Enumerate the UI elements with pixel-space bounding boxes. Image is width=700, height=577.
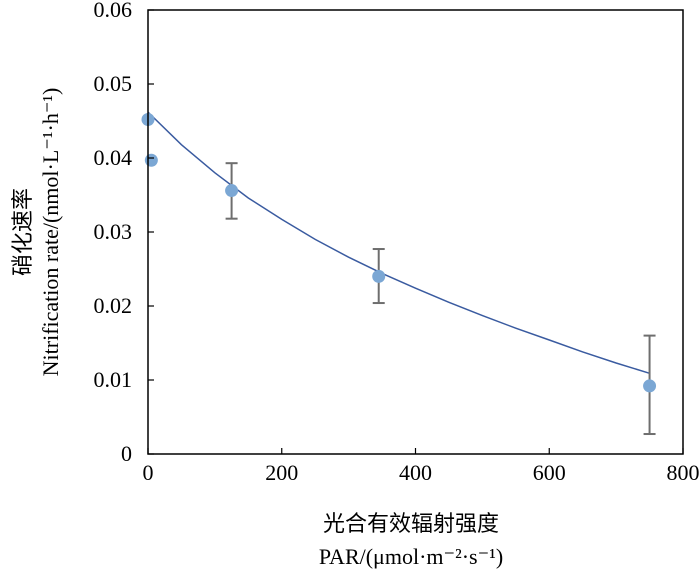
plot-frame bbox=[147, 9, 684, 455]
x-axis-title-en: PAR/(μmol·m⁻²·s⁻¹) bbox=[319, 544, 503, 569]
axes bbox=[147, 9, 684, 455]
data-point bbox=[225, 184, 239, 198]
x-tick-label: 0 bbox=[143, 460, 154, 485]
y-tick-label: 0.04 bbox=[94, 145, 133, 170]
plot-area bbox=[141, 111, 657, 436]
x-tick-label: 800 bbox=[667, 460, 700, 485]
data-point bbox=[144, 153, 158, 167]
fit-curve bbox=[147, 111, 650, 375]
x-tick-label: 600 bbox=[533, 460, 566, 485]
data-point bbox=[372, 269, 386, 283]
y-tick-label: 0.03 bbox=[94, 219, 133, 244]
y-tick-label: 0.02 bbox=[94, 293, 133, 318]
data-point bbox=[643, 379, 657, 393]
tick-labels: 0 200 400 600 800 0 0.01 0.02 0.03 0.04 0.05 0.06 bbox=[94, 0, 700, 485]
y-tick-label: 0.01 bbox=[94, 367, 133, 392]
y-tick-label: 0 bbox=[121, 441, 132, 466]
y-axis-title-cn: 硝化速率 bbox=[10, 188, 35, 276]
y-tick-label: 0.05 bbox=[94, 71, 133, 96]
x-tick-label: 400 bbox=[399, 460, 432, 485]
x-tick-label: 200 bbox=[265, 460, 298, 485]
y-axis-title-en: Nitrification rate/(nmol·L⁻¹·h⁻¹) bbox=[38, 88, 63, 377]
y-tick-label: 0.06 bbox=[94, 0, 133, 22]
x-axis-title-cn: 光合有效辐射强度 bbox=[323, 511, 499, 536]
